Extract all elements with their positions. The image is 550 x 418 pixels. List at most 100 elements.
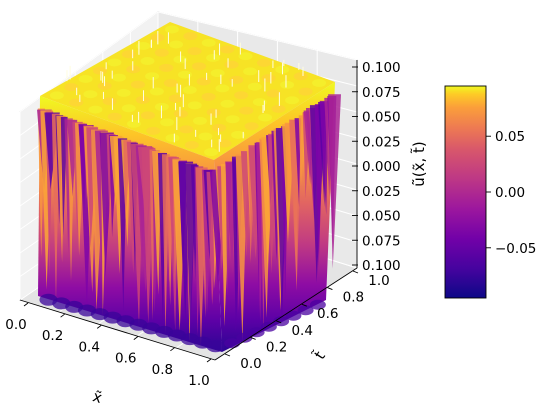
surface-ripple [49,91,64,100]
surface-ripple [261,74,276,83]
surface-ripple [210,69,225,78]
surface-ripple [196,77,211,86]
y-tick-label: 0.6 [317,306,338,322]
z-tick-label: 0.050 [362,110,401,126]
y-tick-mark [327,287,333,291]
z-tick-label: 0.000 [362,159,401,175]
surface-ripple [224,60,239,69]
surface-ripple [69,98,84,107]
surface-trough [285,310,302,321]
surface-ripple [234,91,249,100]
z-tick-label: 0.025 [362,184,401,200]
surface-ripple [107,112,122,121]
y-ticks: 0.0 0.20.4 0.6 0.81.0 [224,270,390,372]
colorbar-gradient [444,85,487,299]
surface-ripple [149,87,164,96]
y-tick-mark [276,320,282,324]
y-tick-label: 0.4 [291,323,312,339]
surface-ripple [183,32,198,41]
axis-lines [19,60,358,361]
y-tick-mark [352,270,359,274]
colorbar-tick-label: −0.05 [495,241,536,257]
surface-ripple [136,41,151,50]
y-tick-label: 0.8 [343,290,364,306]
colorbar: 0.05 0.00 −0.05 [444,85,536,299]
surface-ripple [130,80,145,89]
surface-ripple [168,94,183,103]
surface-ripple [220,99,235,108]
surface-ripple [102,97,117,106]
x-axis-label: x̃ [91,387,105,407]
z-tick-label: 0.025 [362,134,401,150]
surface-ripple [159,63,174,72]
surface-ripple [140,111,155,120]
surface-ripple [258,113,273,122]
colorbar-ticks: 0.05 0.00 −0.05 [486,129,536,257]
surface-ripple [93,66,108,75]
surface-ripple [212,123,227,132]
surface-ripple [298,87,313,96]
x-tick-label: 0.8 [152,362,173,378]
surface-ripple [154,48,169,57]
x-tick-mark [170,347,175,352]
surface-ripple [244,122,259,131]
surface-trough [260,321,277,332]
surface-ripple [187,101,202,110]
surface-ripple [192,116,207,125]
x-tick-mark [133,336,139,340]
surface-ripple [266,89,281,98]
surface-ripple [83,90,98,99]
x-tick-mark [23,302,29,307]
surface-ripple [198,132,213,141]
surface-ripple [140,57,155,66]
x-axis-line [19,299,216,361]
surface-trough [224,338,241,349]
surface-trough [248,327,265,338]
surface-ripple [146,126,161,135]
y-tick-mark [250,336,256,340]
x-tick-mark [96,325,102,329]
y-tick-label: 0.0 [240,356,261,372]
surface-ripple [78,74,93,83]
z-axis-label: ũ(x̃, t̃) [409,141,428,187]
surface-ripple [111,73,126,82]
colorbar-tick-label: 0.05 [495,129,525,145]
surface-plot [36,22,341,353]
surface-ripple [179,125,194,134]
surface-ripple [271,104,286,113]
z-tick-label: 0.100 [362,258,401,274]
x-tick-label: 0.0 [5,317,26,333]
x-tick-label: 0.2 [42,328,63,344]
surface-streak [328,94,341,269]
y-axis-label: t̃ [309,347,329,363]
x-tick-mark [206,358,212,363]
surface-ripple [121,104,136,113]
x-ticks: 0.0 0.2 0.4 0.6 0.8 1.0 [5,302,212,389]
x-tick-label: 1.0 [188,373,209,389]
surface-ripple [201,92,216,101]
surface-ripple [204,148,219,157]
z-tick-label: 0.075 [362,233,401,249]
surface-ripple [312,78,327,87]
surface-ripple [247,82,262,91]
surface-ripple [187,47,202,56]
surface-streak [294,118,301,207]
x-tick-label: 0.6 [115,351,136,367]
surface-ripple [280,80,295,89]
colorbar-tick-label: 0.00 [495,185,525,201]
surface-ripple [126,119,141,128]
z-tick-label: 0.075 [362,85,401,101]
surface-ripple [169,40,184,49]
z-tick-label: 0.050 [362,209,401,225]
grid-right-h [157,11,358,61]
surface-ripple [145,72,160,81]
y-tick-mark [301,303,307,307]
surface-ripple [184,141,199,150]
surface-ripple [231,130,246,139]
surface-ripple [206,108,221,117]
surface-ripple [229,75,244,84]
surface-ripple [206,53,221,62]
surface-ripple [116,88,131,97]
surface-ripple [88,105,103,114]
